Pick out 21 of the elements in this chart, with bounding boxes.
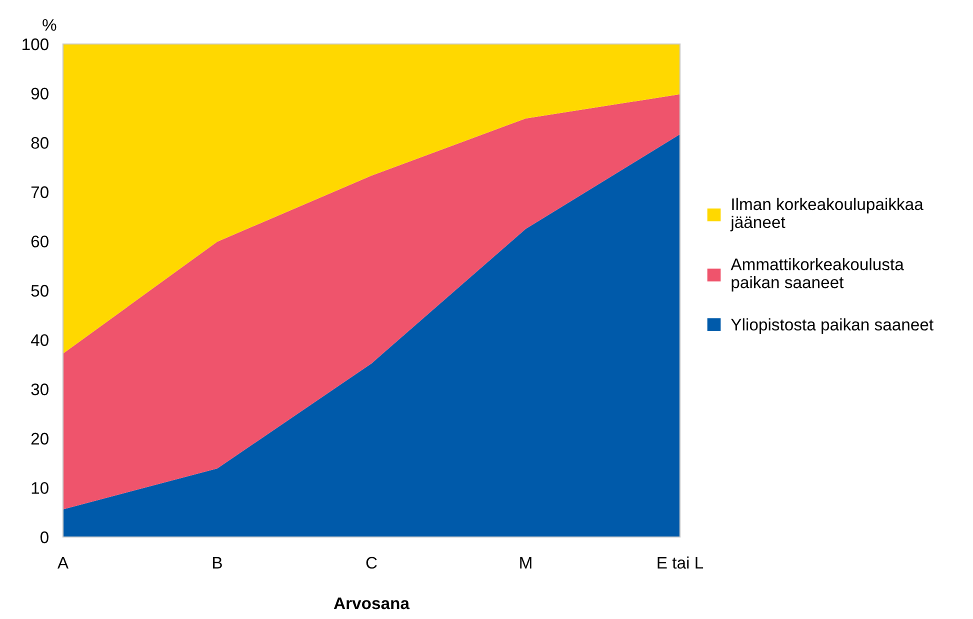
- x-axis-title: Arvosana: [334, 598, 410, 610]
- y-tick-label: 0: [40, 531, 48, 544]
- y-tick-label: 80: [31, 137, 48, 149]
- x-tick-label: E tai L: [658, 556, 704, 569]
- y-tick-label: 50: [31, 284, 48, 297]
- y-axis-title: %: [42, 19, 56, 31]
- x-tick-label: A: [57, 557, 69, 569]
- legend-label: Ilman korkeakoulupaikkaa jääneet: [730, 198, 924, 232]
- x-tick-label: C: [366, 556, 377, 569]
- y-tick-label: 100: [22, 38, 48, 50]
- y-tick-label: 60: [31, 236, 48, 248]
- y-tick-label: 20: [31, 432, 48, 445]
- y-tick-label: 10: [32, 482, 48, 494]
- x-tick-label: B: [213, 557, 222, 569]
- y-tick-label: 90: [31, 88, 48, 100]
- legend-label: Ammattikorkeakoulusta paikan saaneet: [730, 258, 904, 292]
- y-tick-label: 70: [31, 186, 48, 198]
- y-tick-label: 30: [31, 384, 48, 396]
- y-tick-label: 40: [30, 334, 48, 346]
- legend-label: Yliopistosta paikan saaneet: [731, 318, 934, 334]
- x-tick-label: M: [520, 557, 532, 569]
